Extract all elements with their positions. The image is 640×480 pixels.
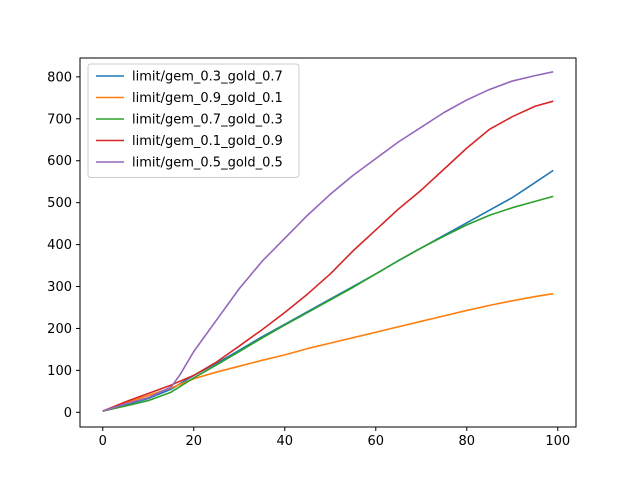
series-line-2	[102, 195, 554, 412]
x-tick-label: 80	[459, 434, 476, 449]
x-tick-label: 60	[368, 434, 385, 449]
series-line-4	[102, 71, 554, 412]
axes-frame	[79, 57, 577, 428]
y-tick-label: 300	[47, 280, 72, 295]
y-tick-label: 500	[47, 196, 72, 211]
legend-label: limit/gem_0.3_gold_0.7	[132, 70, 283, 85]
y-tick-label: 100	[47, 364, 72, 379]
legend-label: limit/gem_0.1_gold_0.9	[132, 134, 283, 149]
plot-lines	[102, 71, 554, 412]
x-tick-label: 20	[185, 434, 202, 449]
x-axis-ticks: 0 20 40 60 80 100	[99, 427, 570, 449]
legend-box	[87, 63, 300, 178]
y-tick-label: 700	[47, 112, 72, 127]
x-tick-label: 40	[276, 434, 293, 449]
legend-label: limit/gem_0.5_gold_0.5	[132, 156, 283, 171]
y-axis-ticks: 0 100 200 300 400 500 600 700 800	[47, 70, 80, 421]
series-line-3	[102, 100, 554, 412]
y-tick-label: 800	[47, 70, 72, 85]
series-line-1	[102, 292, 554, 412]
series-line-0	[102, 169, 554, 412]
y-tick-label: 600	[47, 154, 72, 169]
legend: limit/gem_0.3_gold_0.7 limit/gem_0.9_gold…	[87, 63, 300, 178]
x-tick-label: 100	[545, 434, 570, 449]
y-tick-label: 0	[64, 406, 72, 421]
legend-label: limit/gem_0.9_gold_0.1	[132, 91, 283, 106]
legend-label: limit/gem_0.7_gold_0.3	[132, 113, 283, 128]
y-tick-label: 400	[47, 238, 72, 253]
y-tick-label: 200	[47, 322, 72, 337]
x-tick-label: 0	[99, 434, 107, 449]
